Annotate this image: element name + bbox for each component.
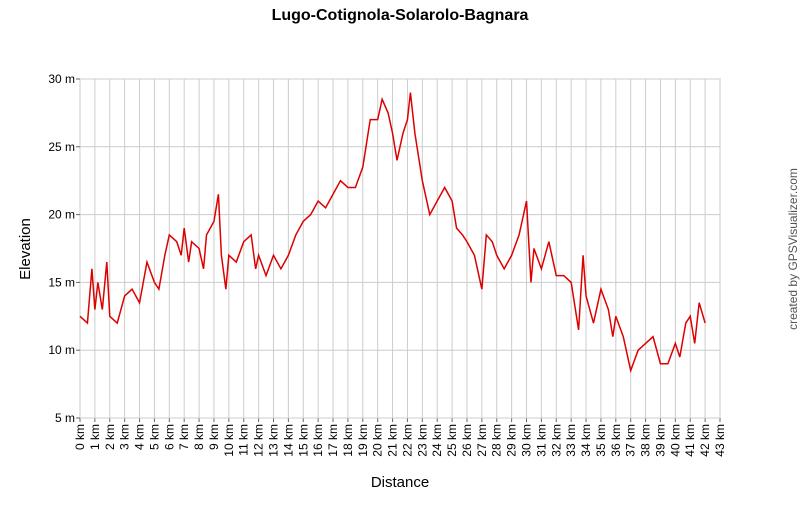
- x-tick-label: 41 km: [683, 424, 697, 457]
- x-tick-label: 24 km: [430, 424, 444, 457]
- elevation-line: [79, 92, 706, 374]
- x-tick-label: 38 km: [639, 424, 653, 457]
- y-tick-label: 5 m: [55, 411, 75, 425]
- x-tick-label: 37 km: [624, 424, 638, 457]
- x-tick-label: 17 km: [326, 424, 340, 457]
- x-tick-label: 3 km: [118, 424, 132, 450]
- x-tick-label: 42 km: [698, 424, 712, 457]
- x-tick-label: 13 km: [266, 424, 280, 457]
- x-tick-label: 26 km: [460, 424, 474, 457]
- x-tick-label: 35 km: [594, 424, 608, 457]
- x-tick-label: 25 km: [445, 424, 459, 457]
- x-tick-label: 11 km: [237, 424, 251, 456]
- plot-area: [79, 78, 721, 419]
- x-tick-label: 6 km: [162, 424, 176, 450]
- y-tick-label: 20 m: [48, 208, 75, 222]
- x-tick-label: 21 km: [386, 424, 400, 457]
- x-tick-label: 2 km: [103, 424, 117, 450]
- x-tick-label: 19 km: [356, 424, 370, 457]
- y-axis-title: Elevation: [17, 218, 34, 280]
- x-tick-label: 31 km: [534, 424, 548, 457]
- x-tick-label: 9 km: [207, 424, 221, 450]
- x-tick-label: 18 km: [341, 424, 355, 457]
- credit: created by GPSVisualizer.com: [786, 168, 800, 330]
- x-tick-label: 15 km: [296, 424, 310, 457]
- y-tick-label: 15 m: [48, 275, 75, 289]
- x-tick-label: 7 km: [177, 424, 191, 450]
- x-tick-label: 1 km: [88, 424, 102, 450]
- x-tick-label: 36 km: [609, 424, 623, 457]
- x-tick-label: 16 km: [311, 424, 325, 457]
- y-tick-label: 10 m: [48, 343, 75, 357]
- x-tick-label: 28 km: [490, 424, 504, 457]
- x-tick-label: 12 km: [252, 424, 266, 457]
- x-tick-label: 20 km: [371, 424, 385, 457]
- x-tick-label: 0 km: [73, 424, 87, 450]
- x-tick-label: 32 km: [549, 424, 563, 457]
- y-tick-label: 25 m: [48, 140, 75, 154]
- x-tick-label: 10 km: [222, 424, 236, 457]
- x-axis-title: Distance: [371, 474, 429, 491]
- x-tick-label: 27 km: [475, 424, 489, 457]
- y-tick-label: 30 m: [48, 72, 75, 86]
- x-tick-label: 23 km: [415, 424, 429, 457]
- x-tick-label: 34 km: [579, 424, 593, 457]
- x-tick-label: 30 km: [520, 424, 534, 457]
- x-tick-label: 22 km: [400, 424, 414, 457]
- x-tick-label: 43 km: [713, 424, 727, 457]
- x-tick-label: 4 km: [133, 424, 147, 450]
- x-tick-label: 29 km: [505, 424, 519, 457]
- x-tick-label: 33 km: [564, 424, 578, 457]
- x-tick-label: 40 km: [668, 424, 682, 457]
- chart-title: Lugo-Cotignola-Solarolo-Bagnara: [272, 7, 529, 24]
- x-tick-label: 5 km: [147, 424, 161, 450]
- x-tick-label: 14 km: [281, 424, 295, 457]
- x-tick-label: 39 km: [653, 424, 667, 457]
- x-tick-label: 8 km: [192, 424, 206, 450]
